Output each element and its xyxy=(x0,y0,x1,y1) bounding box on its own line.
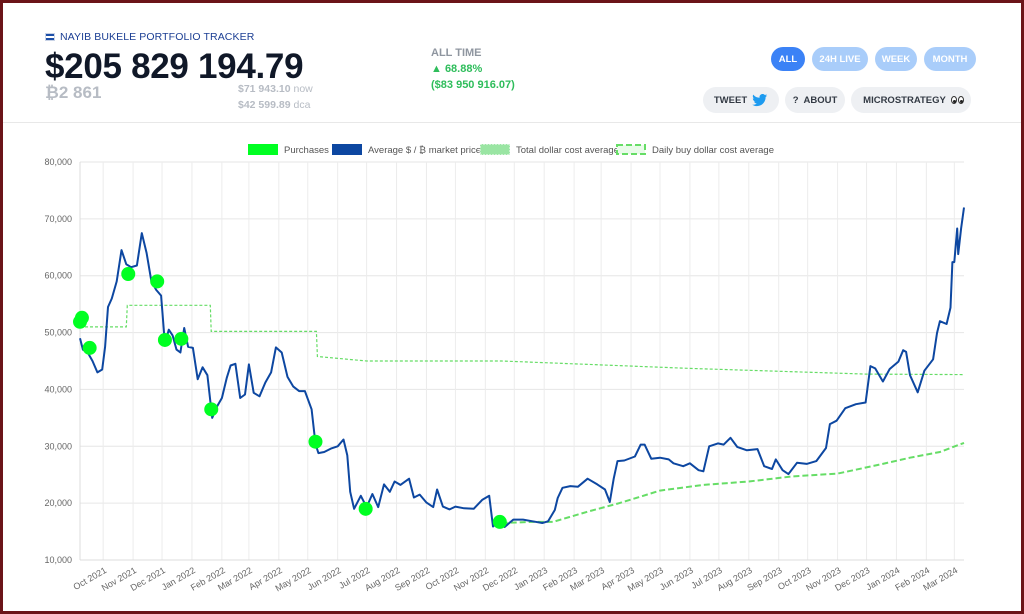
purchase-point xyxy=(492,514,507,529)
chart-legend: Purchases Average $ / ₿ market price Total… xyxy=(248,143,774,156)
price-dca-value: $42 599.89 xyxy=(238,99,291,111)
price-now-value: $71 943.10 xyxy=(238,83,291,95)
y-tick-label: 10,000 xyxy=(44,555,72,565)
price-chart: Purchases Average $ / ₿ market price Total… xyxy=(44,143,965,593)
range-selector: ALL 24H LIVE WEEK MONTH xyxy=(771,47,976,71)
range-week-button[interactable]: WEEK xyxy=(875,47,917,71)
legend-swatch xyxy=(616,144,646,155)
purchase-point xyxy=(74,310,89,325)
alltime-label: ALL TIME xyxy=(431,47,482,59)
purchase-markers xyxy=(73,267,507,529)
series-total-dca-line xyxy=(80,304,965,376)
legend-swatch xyxy=(248,144,278,155)
y-tick-label: 20,000 xyxy=(44,498,72,508)
y-axis: 10,000 20,000 30,000 40,000 50,000 60,000 70,0… xyxy=(44,157,72,565)
series-market-price-line xyxy=(79,207,965,528)
chart-grid xyxy=(79,161,964,561)
el-salvador-flag-icon xyxy=(45,33,55,41)
legend-swatch xyxy=(332,144,362,155)
price-now: $71 943.10 now xyxy=(238,83,313,95)
btc-amount: ₿2 861 xyxy=(45,83,102,102)
y-tick-label: 40,000 xyxy=(44,384,72,394)
y-tick-label: 50,000 xyxy=(44,328,72,338)
x-tick-label: Jun 2022 xyxy=(306,565,343,592)
purchase-point xyxy=(150,274,165,289)
legend-item-dca_total: Total dollar cost average xyxy=(479,143,619,156)
eyes-icon xyxy=(950,96,964,104)
purchase-point xyxy=(358,501,373,516)
range-all-button[interactable]: ALL xyxy=(771,47,805,71)
legend-item-market_price: Average $ / ₿ market price xyxy=(332,144,481,156)
purchase-point xyxy=(82,340,97,355)
legend-label: Average $ / ₿ market price xyxy=(368,145,481,156)
price-dca-suffix: dca xyxy=(293,99,311,111)
price-dca: $42 599.89 dca xyxy=(238,99,310,111)
legend-swatch xyxy=(479,143,511,156)
link-buttons: TWEET ? ABOUT MICROSTRATEGY xyxy=(703,87,971,113)
about-button[interactable]: ? ABOUT xyxy=(785,87,845,113)
y-tick-label: 30,000 xyxy=(44,441,72,451)
range-month-button[interactable]: MONTH xyxy=(924,47,976,71)
brand: NAYIB BUKELE PORTFOLIO TRACKER xyxy=(45,31,254,43)
x-tick-label: Jun 2023 xyxy=(658,565,695,592)
alltime-gain: ($83 950 916.07) xyxy=(431,79,515,91)
purchase-point xyxy=(121,267,136,282)
question-icon: ? xyxy=(792,94,799,106)
alltime-percent: ▲ 68.88% xyxy=(431,63,483,75)
legend-label: Total dollar cost average xyxy=(516,145,619,156)
purchase-point xyxy=(157,332,172,347)
purchase-point xyxy=(308,434,323,449)
purchase-point xyxy=(204,402,219,417)
legend-item-purchases: Purchases xyxy=(248,144,329,156)
tweet-label: TWEET xyxy=(713,94,748,106)
twitter-bird-icon xyxy=(752,93,768,106)
y-tick-label: 80,000 xyxy=(44,157,72,167)
microstrategy-label: MICROSTRATEGY xyxy=(863,94,946,106)
legend-label: Purchases xyxy=(284,145,329,156)
y-tick-label: 70,000 xyxy=(44,214,72,224)
legend-item-dca_daily: Daily buy dollar cost average xyxy=(616,144,774,156)
series-daily-dca-line xyxy=(501,441,965,524)
chart-series xyxy=(79,207,965,528)
header: NAYIB BUKELE PORTFOLIO TRACKER $205 829 … xyxy=(3,3,1021,123)
price-now-suffix: now xyxy=(293,83,313,95)
brand-title: NAYIB BUKELE PORTFOLIO TRACKER xyxy=(60,31,255,43)
microstrategy-button[interactable]: MICROSTRATEGY xyxy=(851,87,971,113)
tweet-button[interactable]: TWEET xyxy=(703,87,779,113)
purchase-point xyxy=(174,331,189,346)
legend-label: Daily buy dollar cost average xyxy=(652,145,774,156)
y-tick-label: 60,000 xyxy=(44,271,72,281)
portfolio-value: $205 829 194.79 xyxy=(45,47,304,86)
about-label: ABOUT xyxy=(803,94,838,106)
range-24h-live-button[interactable]: 24H LIVE xyxy=(812,47,868,71)
